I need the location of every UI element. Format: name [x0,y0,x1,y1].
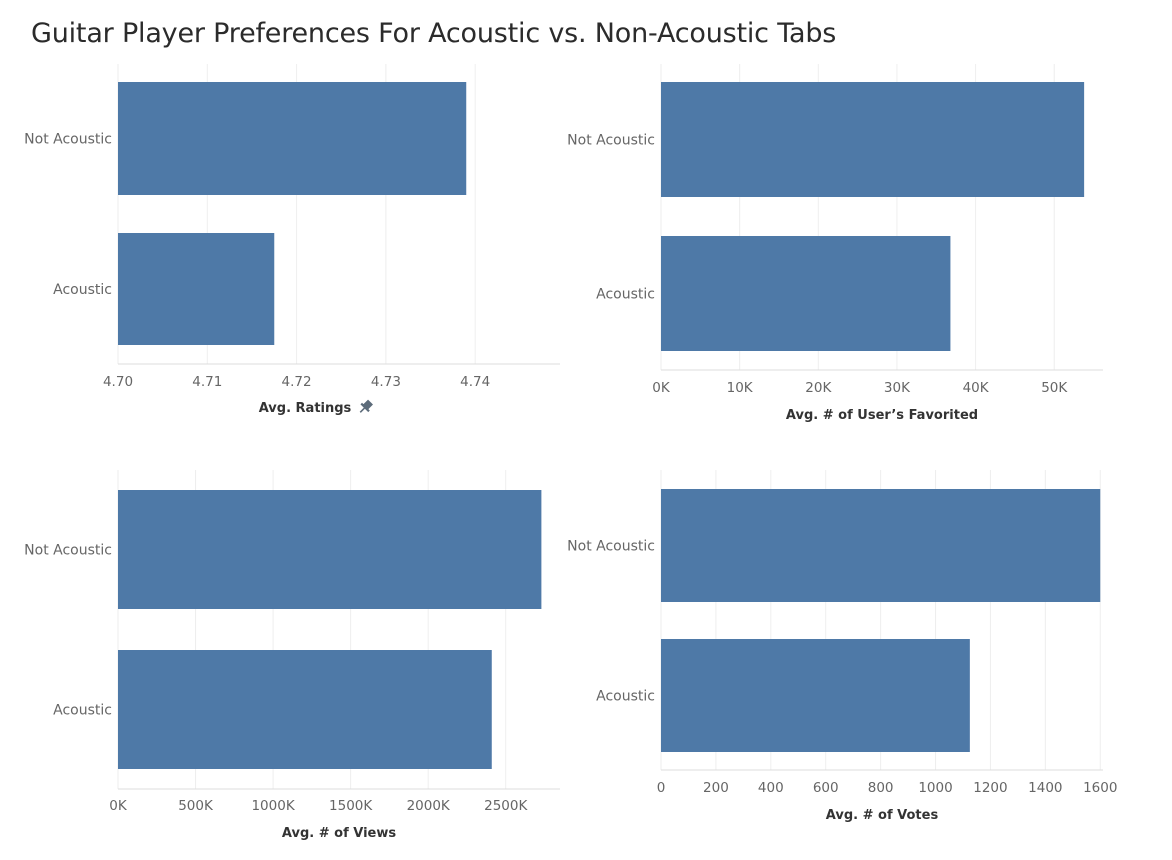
tick-label: 600 [813,780,839,796]
tick-label: 400 [758,780,784,796]
tick-label: 1600 [1083,780,1117,796]
chart-avg-ratings: Not Acoustic Acoustic 4.70 4.71 4.72 4.73 4.74… [24,64,560,416]
tick-label: 1000 [918,780,952,796]
tick-label: 30K [884,380,911,396]
category-label-acoustic: Acoustic [53,282,112,298]
bar-acoustic[interactable] [661,236,951,351]
x-axis-title: Avg. # of User’s Favorited [786,408,978,423]
chart-avg-votes: Not Acoustic Acoustic 0 200 400 600 800 1000 120… [567,470,1117,823]
category-label-not-acoustic: Not Acoustic [567,539,655,555]
tick-label: 500K [178,798,214,814]
tick-label: 0 [657,780,666,796]
page-title: Guitar Player Preferences For Acoustic v… [31,18,837,49]
tick-label: 1500K [329,798,373,814]
x-axis-title: Avg. # of Votes [826,808,939,823]
category-label-not-acoustic: Not Acoustic [567,133,655,149]
bar-acoustic[interactable] [661,639,970,752]
tick-label: 50K [1041,380,1068,396]
tick-label: 0K [652,380,671,396]
tick-label: 10K [727,380,754,396]
chart-avg-favorited: Not Acoustic Acoustic 0K 10K 20K 30K 40K 50K Avg… [567,64,1103,423]
category-label-not-acoustic: Not Acoustic [24,132,112,148]
tick-label: 4.71 [192,374,222,390]
x-axis-title: Avg. Ratings [259,401,352,416]
bar-not-acoustic[interactable] [118,82,467,195]
bar-acoustic[interactable] [118,233,275,345]
tick-label: 800 [868,780,894,796]
bar-not-acoustic[interactable] [118,490,542,609]
category-label-acoustic: Acoustic [53,703,112,719]
x-axis-title: Avg. # of Views [282,826,396,841]
category-label-acoustic: Acoustic [596,287,655,303]
chart-avg-views: Not Acoustic Acoustic 0K 500K 1000K 1500K 2000… [24,470,560,841]
pin-icon[interactable] [356,398,374,416]
bar-not-acoustic[interactable] [661,82,1085,197]
tick-label: 20K [805,380,832,396]
tick-label: 2000K [407,798,451,814]
tick-label: 200 [703,780,729,796]
category-label-acoustic: Acoustic [596,689,655,705]
bar-not-acoustic[interactable] [661,489,1101,602]
tick-label: 4.70 [103,374,133,390]
tick-label: 1200 [973,780,1007,796]
tick-label: 4.73 [371,374,401,390]
category-label-not-acoustic: Not Acoustic [24,543,112,559]
tick-label: 1000K [251,798,295,814]
tick-label: 2500K [484,798,528,814]
tick-label: 4.74 [460,374,490,390]
bar-acoustic[interactable] [118,650,492,769]
tick-label: 0K [109,798,128,814]
tick-label: 40K [963,380,990,396]
tick-label: 1400 [1028,780,1062,796]
tick-label: 4.72 [282,374,312,390]
